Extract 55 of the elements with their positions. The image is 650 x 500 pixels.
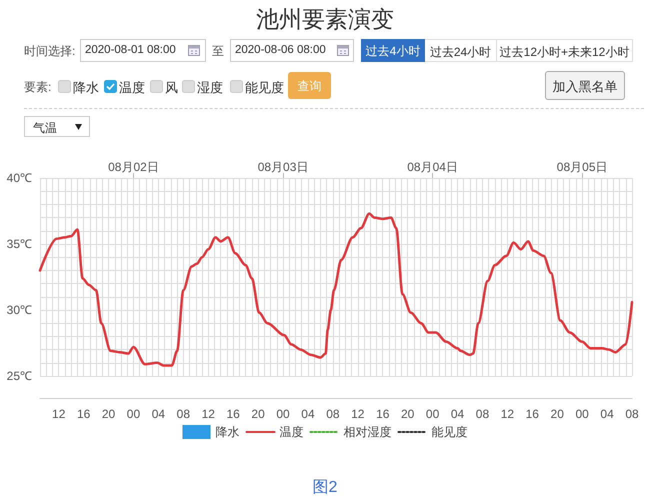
x-tick-label: 12 (351, 407, 365, 421)
x-tick-label: 12 (500, 407, 514, 421)
text: 时间选择: (24, 43, 76, 60)
x-tick-label: 08 (326, 407, 340, 421)
legend-label: 相对湿度 (344, 425, 392, 439)
x-tick-label: 20 (550, 407, 564, 421)
text: 过去4小时 (361, 39, 425, 62)
text: 2020-08-06 08:00 (230, 39, 354, 62)
x2-tick-label: 08月02日 (108, 160, 159, 174)
x-tick-label: 00 (426, 407, 440, 421)
text: 湿度 (197, 79, 223, 97)
x-tick-label: 00 (276, 407, 290, 421)
x-tick-label: 16 (76, 407, 91, 421)
x-tick-label: 04 (600, 407, 614, 421)
y-tick-label: 35℃ (6, 237, 32, 251)
x-tick-label: 16 (376, 407, 390, 421)
y-tick-label: 25℃ (6, 369, 32, 383)
x-tick-label: 20 (102, 407, 116, 421)
text: 要素: (24, 79, 52, 96)
text: 气温 (24, 116, 90, 137)
x-tick-label: 16 (226, 407, 240, 421)
y-tick-label: 30℃ (6, 303, 32, 317)
text: 2020-08-01 08:00 (80, 39, 206, 62)
x-tick-label: 12 (52, 407, 66, 421)
text: 查询 (288, 72, 331, 99)
text: 过去24小时 (425, 39, 497, 62)
x-tick-label: 08 (476, 407, 490, 421)
x-tick-label: 16 (526, 407, 540, 421)
x2-tick-label: 08月04日 (407, 160, 458, 174)
text: 能见度 (245, 79, 284, 97)
y-tick-label: 40℃ (6, 171, 32, 185)
x-tick-label: 08 (625, 407, 639, 421)
text: 风 (165, 79, 178, 97)
x-tick-label: 00 (575, 407, 590, 421)
legend-label: 能见度 (432, 425, 468, 439)
x-tick-label: 00 (126, 407, 140, 421)
caption: 图2 (312, 478, 338, 498)
x-tick-label: 04 (450, 407, 465, 421)
x-tick-label: 08 (176, 407, 190, 421)
line-series (38, 212, 634, 367)
legend-label: 温度 (280, 425, 304, 439)
x-tick-label: 20 (251, 407, 266, 421)
chart-title: 池州要素演变 (255, 5, 395, 34)
text: 过去12小时+未来12小时 (497, 39, 633, 62)
x-tick-label: 04 (152, 407, 166, 421)
text: 温度 (119, 79, 145, 97)
text: 加入黑名单 (545, 71, 625, 100)
x-tick-label: 04 (301, 407, 315, 421)
x2-tick-label: 08月05日 (556, 160, 608, 174)
x2-tick-label: 08月03日 (258, 160, 308, 174)
legend-label: 降水 (216, 425, 240, 439)
x-tick-label: 20 (400, 407, 415, 421)
text: 降水 (73, 79, 99, 97)
x-tick-label: 12 (202, 407, 216, 421)
text: 至 (212, 43, 224, 60)
